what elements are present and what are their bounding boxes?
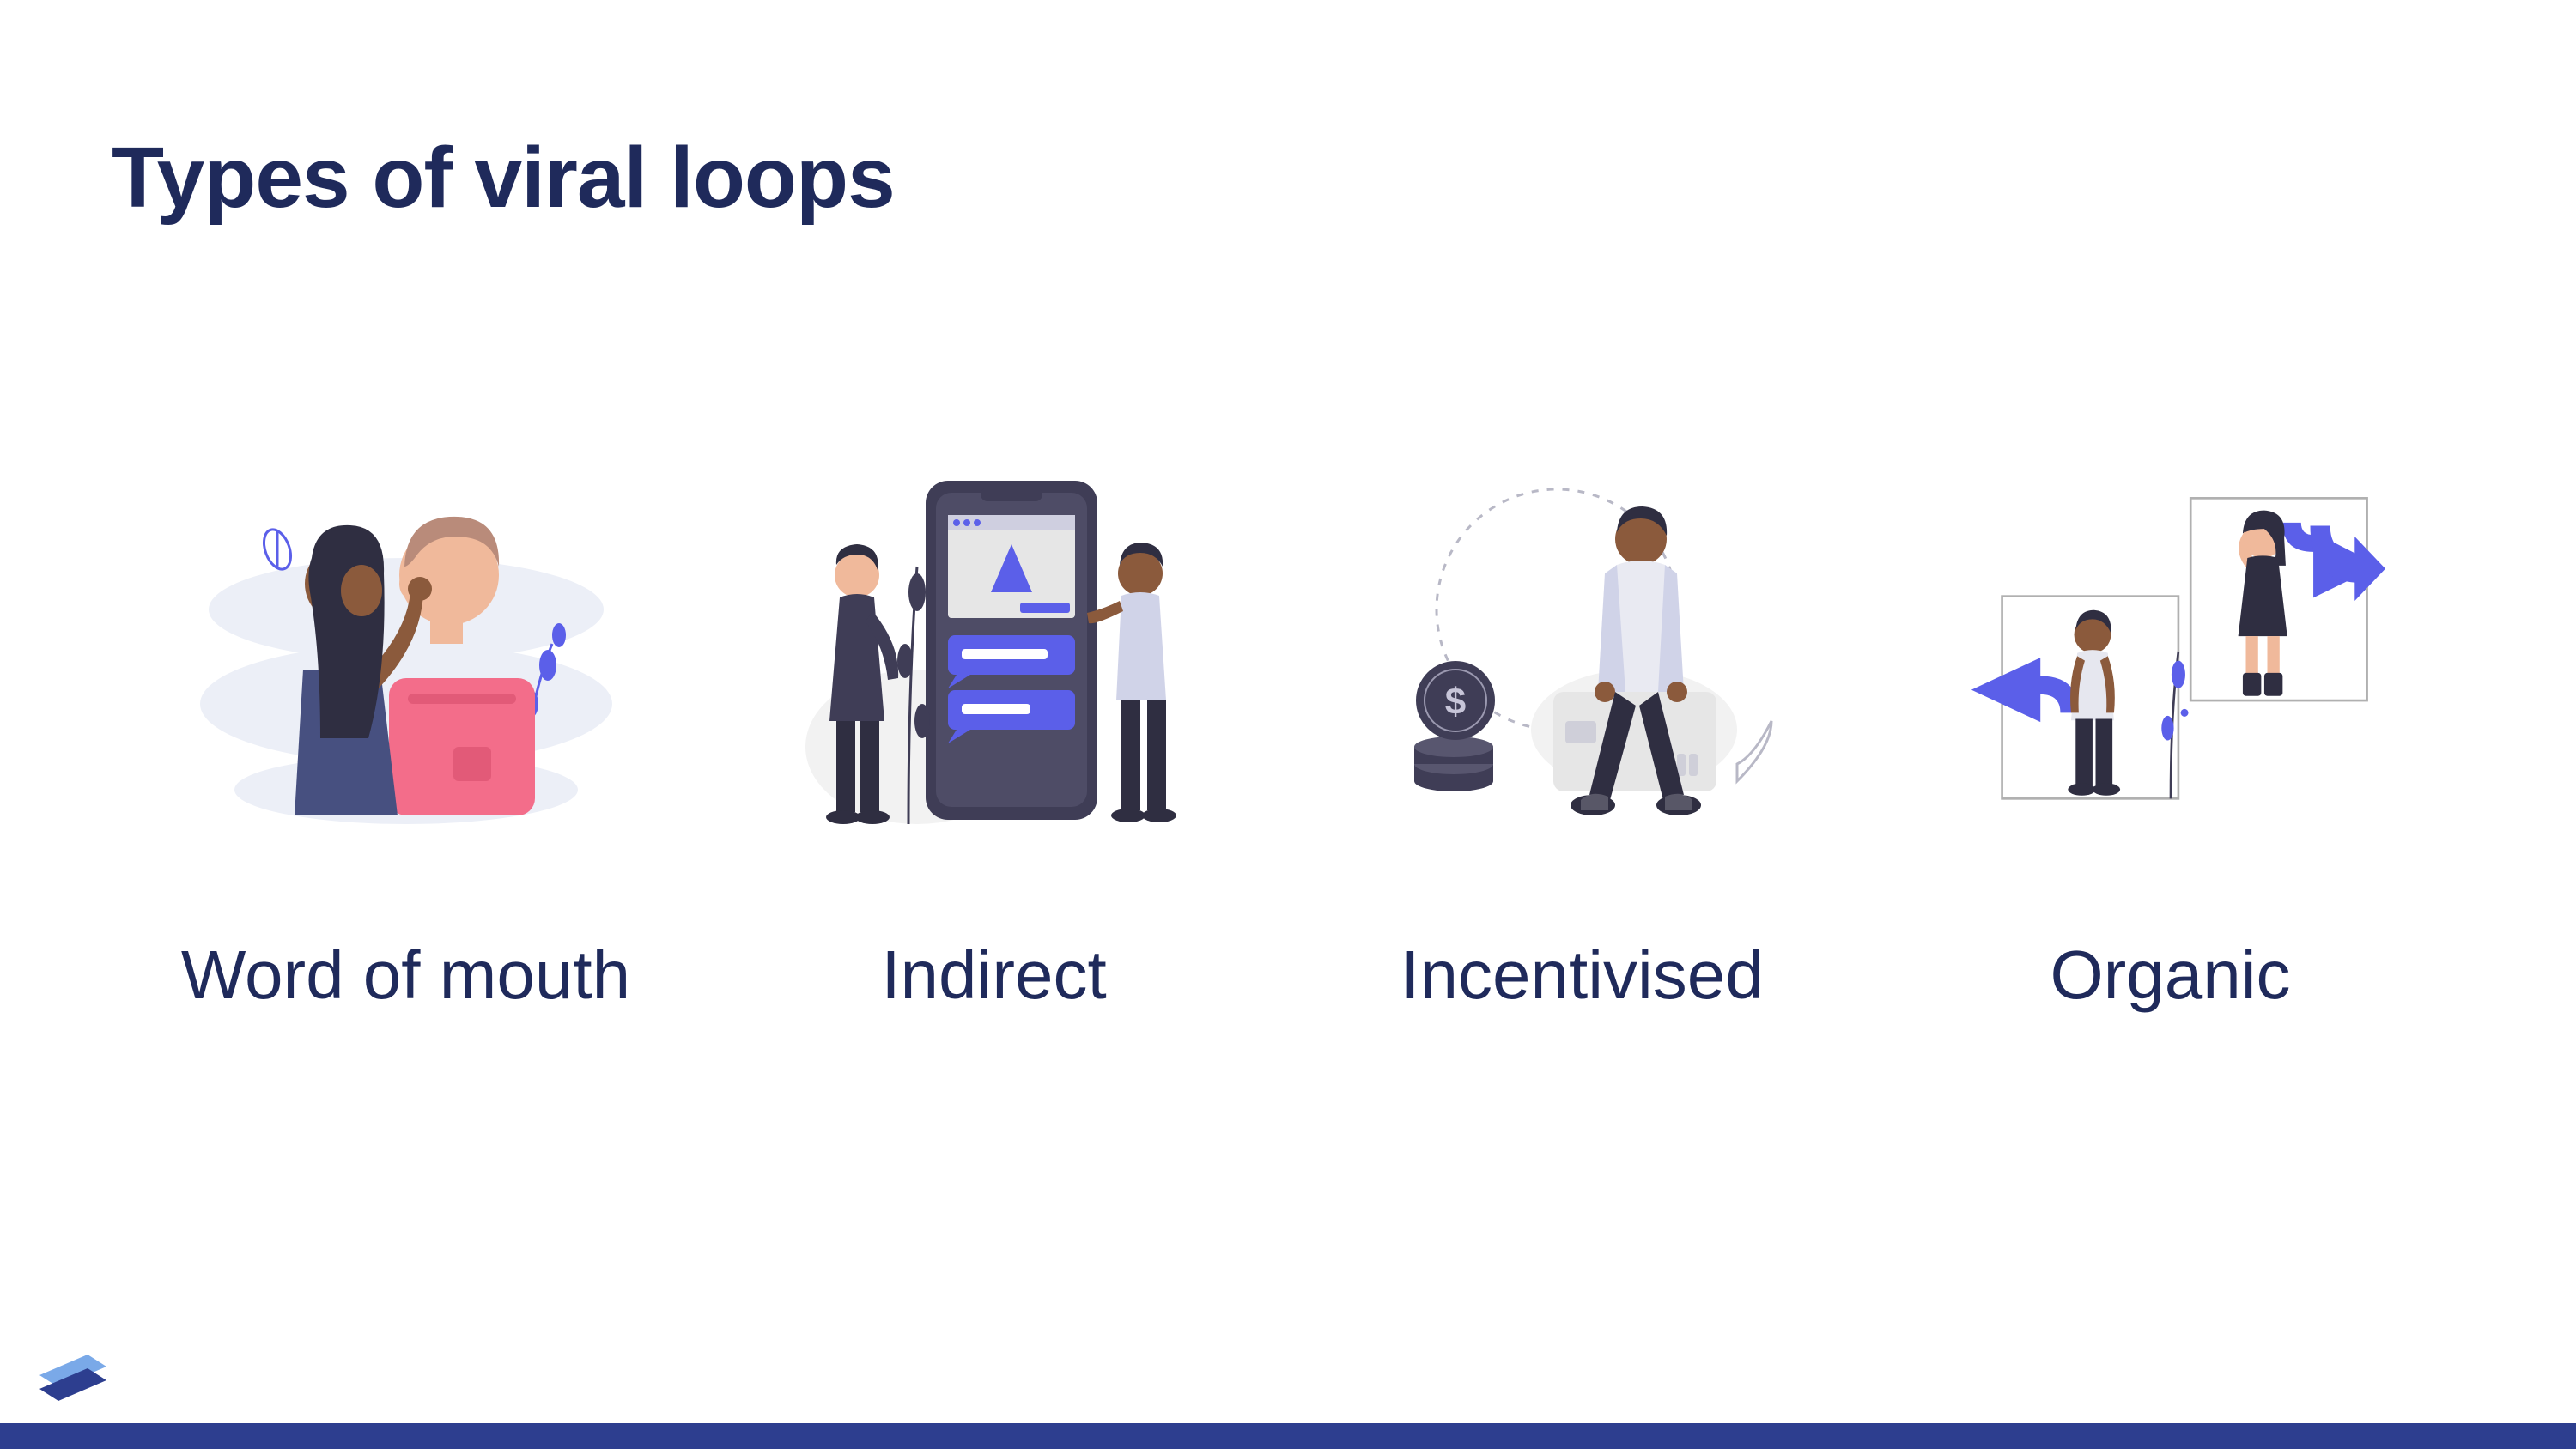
svg-text:$: $	[1444, 681, 1465, 723]
item-word-of-mouth: Word of mouth	[149, 464, 664, 1015]
item-incentivised: $	[1325, 464, 1840, 1015]
item-label-3: Organic	[2050, 936, 2290, 1015]
item-label-2: Incentivised	[1400, 936, 1763, 1015]
indirect-illustration	[780, 464, 1209, 824]
word-of-mouth-illustration	[191, 464, 621, 824]
item-label-1: Indirect	[881, 936, 1106, 1015]
organic-illustration	[1956, 464, 2385, 824]
slide-title: Types of viral loops	[112, 129, 895, 227]
brand-logo-icon	[34, 1346, 112, 1406]
incentivised-illustration: $	[1368, 464, 1797, 824]
item-organic: Organic	[1913, 464, 2428, 1015]
slide: Types of viral loops	[0, 0, 2576, 1449]
items-row: Word of mouth	[0, 464, 2576, 1015]
item-indirect: Indirect	[737, 464, 1252, 1015]
item-label-0: Word of mouth	[181, 936, 630, 1015]
footer-bar	[0, 1423, 2576, 1449]
